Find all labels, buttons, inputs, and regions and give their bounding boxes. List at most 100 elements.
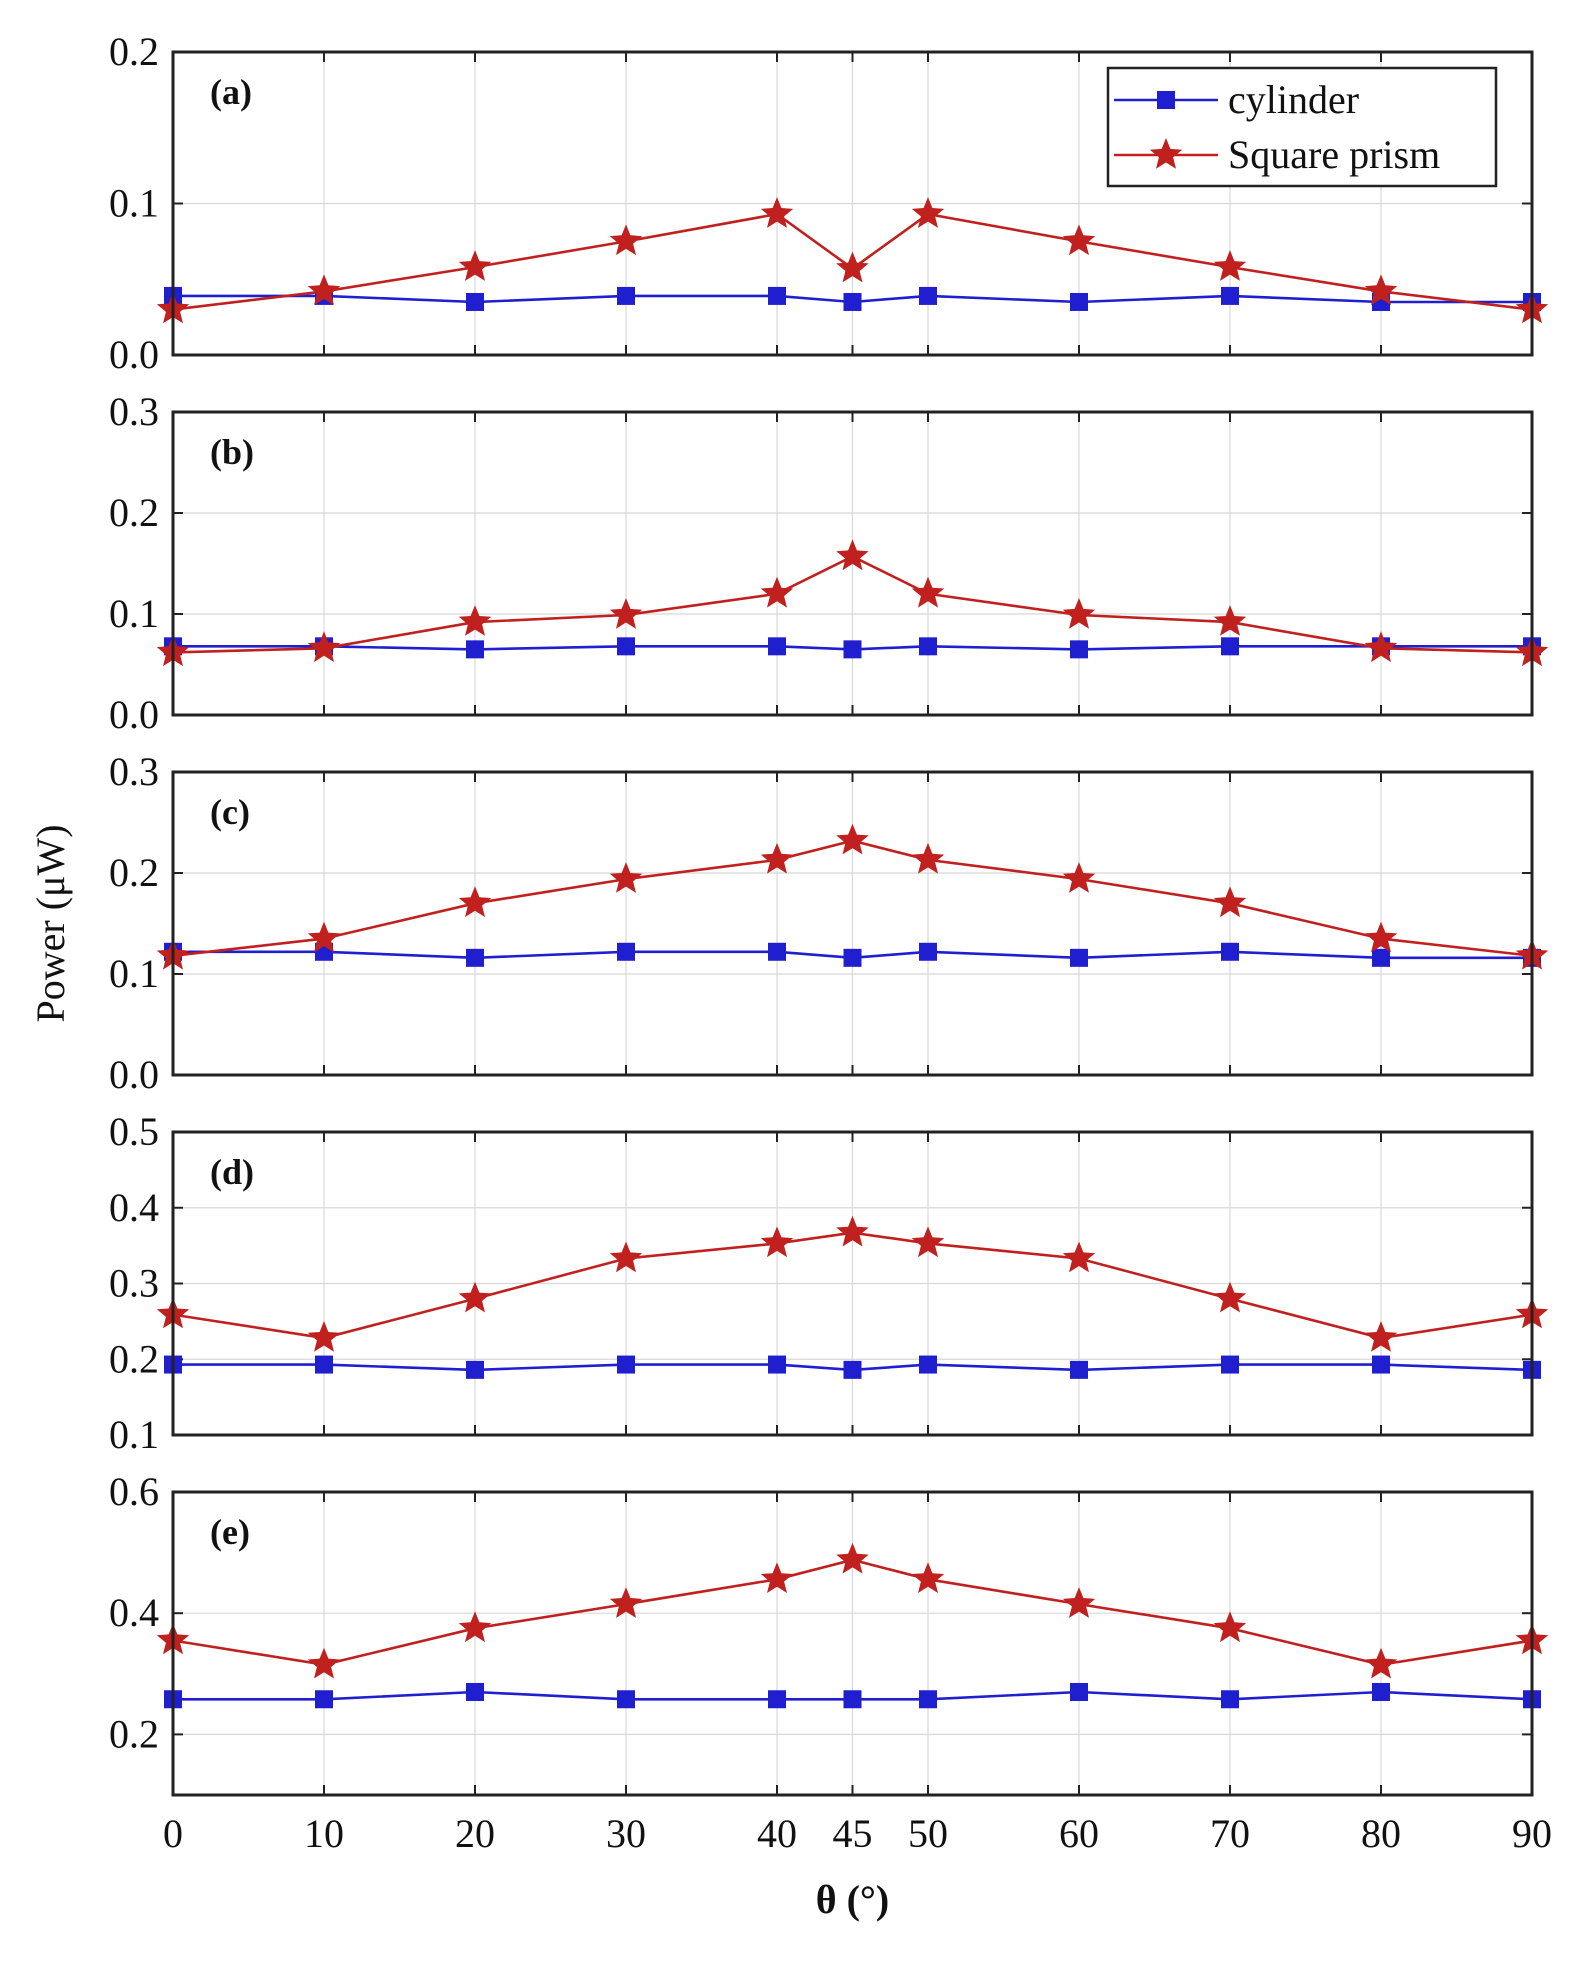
- x-tick-label: 20: [455, 1811, 495, 1856]
- point-square-prism: [836, 1215, 869, 1247]
- point-square-prism: [911, 1562, 945, 1593]
- point-square-prism: [836, 1542, 869, 1574]
- point-square-prism: [609, 224, 643, 256]
- y-tick-label: 0.0: [109, 1052, 159, 1097]
- y-tick-label: 0.3: [109, 389, 159, 434]
- plot-frame: [171, 410, 1534, 717]
- point-square-prism: [1364, 921, 1398, 953]
- point-square-prism: [911, 842, 945, 874]
- point-square-prism: [458, 886, 492, 918]
- point-cylinder: [919, 286, 937, 305]
- point-square-prism: [458, 1281, 492, 1313]
- point-cylinder: [1221, 1690, 1239, 1709]
- point-cylinder: [919, 1355, 937, 1374]
- panel-a: 0.0 0.1 0.2 (a): [109, 29, 1549, 377]
- y-tick-label: 0.1: [109, 591, 159, 636]
- point-cylinder: [315, 1690, 333, 1709]
- point-square-prism: [1213, 1281, 1247, 1313]
- y-axis-title: Power (μW): [28, 824, 73, 1022]
- point-cylinder: [768, 1690, 786, 1709]
- shared-x-axis: 0 10 20 30 40 45 50 60 70 80 90: [163, 1811, 1552, 1856]
- plot-frame: [171, 50, 1534, 357]
- x-tick-label: 45: [833, 1811, 873, 1856]
- point-cylinder: [919, 637, 937, 656]
- point-cylinder: [466, 948, 484, 967]
- point-cylinder: [919, 1690, 937, 1709]
- point-cylinder: [1070, 948, 1088, 967]
- point-square-prism: [1213, 1611, 1247, 1643]
- point-cylinder: [919, 942, 937, 961]
- panel-label: (c): [210, 792, 250, 832]
- point-square-prism: [836, 251, 869, 283]
- point-cylinder: [1372, 1355, 1390, 1374]
- point-cylinder: [768, 637, 786, 656]
- point-square-prism: [1364, 274, 1398, 306]
- panel-label: (b): [210, 432, 254, 472]
- y-tick-label: 0.3: [109, 1261, 159, 1306]
- point-square-prism: [307, 1321, 341, 1352]
- point-square-prism: [609, 1587, 643, 1618]
- point-cylinder: [843, 1690, 862, 1709]
- point-cylinder: [466, 1682, 484, 1701]
- point-square-prism: [836, 823, 869, 855]
- panel-e: 0.2 0.4 0.6 (e): [109, 1469, 1549, 1797]
- panel-d: 0.1 0.2 0.3 0.4 0.5 (d): [109, 1109, 1549, 1457]
- point-square-prism: [1062, 224, 1096, 256]
- point-square-prism: [307, 921, 341, 953]
- plot-frame: [171, 770, 1534, 1077]
- point-square-prism: [1062, 862, 1096, 893]
- y-tick-label: 0.3: [109, 749, 159, 794]
- y-tick-label: 0.2: [109, 29, 159, 74]
- legend-label-cylinder: cylinder: [1228, 77, 1359, 122]
- y-tick-label: 0.2: [109, 850, 159, 895]
- panel-label: (d): [210, 1152, 254, 1192]
- y-tick-label: 0.2: [109, 1336, 159, 1381]
- point-square-prism: [307, 274, 341, 306]
- point-cylinder: [1221, 637, 1239, 656]
- point-cylinder: [843, 948, 862, 967]
- panel-c: 0.0 0.1 0.2 0.3 (c): [109, 749, 1549, 1097]
- point-cylinder: [768, 1355, 786, 1374]
- x-tick-label: 70: [1210, 1811, 1250, 1856]
- x-tick-label: 90: [1512, 1811, 1552, 1856]
- point-cylinder: [1221, 942, 1239, 961]
- y-tick-label: 0.0: [109, 332, 159, 377]
- point-square-prism: [760, 197, 794, 228]
- y-tick-label: 0.4: [109, 1185, 159, 1230]
- y-tick-label: 0.5: [109, 1109, 159, 1154]
- point-cylinder: [1070, 292, 1088, 311]
- legend-marker-cylinder: [1157, 91, 1175, 109]
- point-cylinder: [1070, 1682, 1088, 1701]
- point-square-prism: [836, 539, 869, 571]
- point-cylinder: [843, 640, 862, 659]
- panel-label: (e): [210, 1512, 250, 1552]
- panel-b: 0.0 0.1 0.2 0.3 (b): [109, 389, 1549, 737]
- point-square-prism: [760, 1562, 794, 1593]
- point-square-prism: [1213, 250, 1247, 281]
- point-cylinder: [617, 1355, 635, 1374]
- point-cylinder: [1372, 1682, 1390, 1701]
- point-cylinder: [617, 637, 635, 656]
- point-cylinder: [1070, 640, 1088, 659]
- x-tick-label: 10: [304, 1811, 344, 1856]
- y-tick-label: 0.1: [109, 1412, 159, 1457]
- point-square-prism: [609, 1241, 643, 1273]
- point-cylinder: [843, 1360, 862, 1379]
- x-tick-label: 0: [163, 1811, 183, 1856]
- point-square-prism: [307, 631, 341, 663]
- y-tick-label: 0.1: [109, 181, 159, 226]
- x-tick-label: 50: [908, 1811, 948, 1856]
- point-square-prism: [1062, 1241, 1096, 1273]
- point-cylinder: [617, 286, 635, 305]
- point-square-prism: [911, 576, 945, 608]
- point-cylinder: [1070, 1360, 1088, 1379]
- y-tick-label: 0.0: [109, 692, 159, 737]
- point-square-prism: [609, 598, 643, 629]
- legend-label-square-prism: Square prism: [1228, 132, 1440, 177]
- point-square-prism: [458, 605, 492, 636]
- point-cylinder: [1221, 1355, 1239, 1374]
- panels-group: 0.0 0.1 0.2 (a) 0.0 0.1 0.2 0.3 (b) 0.0 0.1 0.2 0.3 (…: [109, 29, 1549, 1797]
- point-cylinder: [768, 286, 786, 305]
- point-square-prism: [1213, 886, 1247, 918]
